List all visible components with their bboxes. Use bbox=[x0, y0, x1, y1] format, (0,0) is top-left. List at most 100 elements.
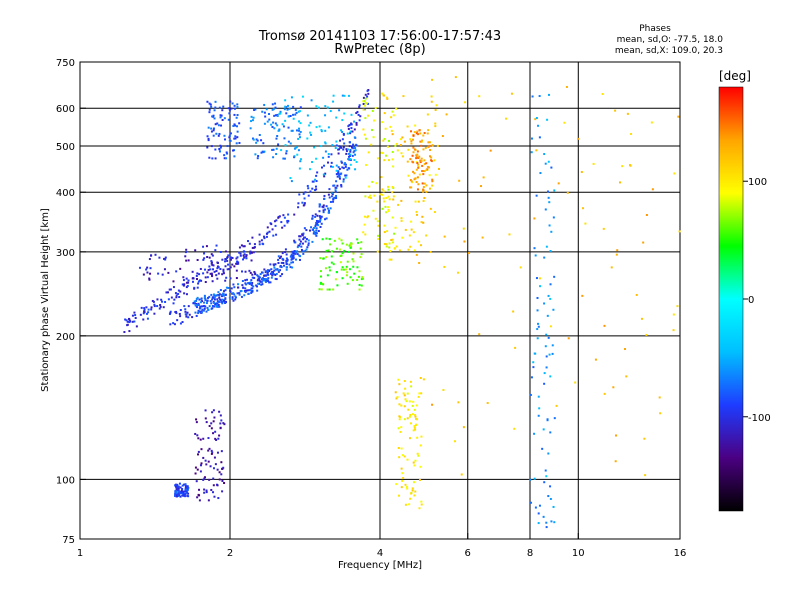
data-point bbox=[318, 220, 321, 223]
data-point bbox=[259, 280, 262, 283]
data-point bbox=[315, 174, 318, 177]
data-point bbox=[415, 423, 418, 426]
data-point bbox=[281, 273, 284, 276]
data-point bbox=[216, 122, 219, 125]
data-point bbox=[324, 150, 327, 153]
data-point bbox=[178, 492, 181, 495]
data-point bbox=[253, 246, 256, 249]
data-point bbox=[341, 130, 344, 133]
data-point bbox=[672, 329, 675, 332]
data-point bbox=[415, 156, 418, 159]
data-point bbox=[442, 388, 445, 391]
data-point bbox=[181, 487, 184, 490]
data-point bbox=[581, 294, 584, 297]
data-point bbox=[408, 400, 411, 403]
data-point bbox=[345, 274, 348, 277]
data-point bbox=[219, 114, 222, 117]
data-point bbox=[252, 251, 255, 254]
data-point bbox=[315, 234, 318, 237]
data-point bbox=[208, 265, 211, 268]
data-point bbox=[341, 119, 344, 122]
data-point bbox=[319, 275, 322, 278]
data-point bbox=[325, 217, 328, 220]
data-point bbox=[346, 260, 349, 263]
data-point bbox=[203, 477, 206, 480]
data-point bbox=[191, 270, 194, 273]
data-point bbox=[296, 153, 299, 156]
data-point bbox=[547, 452, 550, 455]
x-tick-label: 8 bbox=[527, 548, 533, 559]
data-point bbox=[210, 272, 213, 275]
data-point bbox=[621, 165, 624, 168]
data-point bbox=[348, 145, 351, 148]
data-point bbox=[343, 94, 346, 97]
data-point bbox=[146, 266, 149, 269]
data-point bbox=[233, 123, 236, 126]
data-point bbox=[203, 296, 206, 299]
data-point bbox=[549, 325, 552, 328]
data-point bbox=[366, 102, 369, 105]
data-point bbox=[342, 180, 345, 183]
data-point bbox=[133, 311, 136, 314]
data-point bbox=[206, 100, 209, 103]
data-point bbox=[225, 151, 228, 154]
data-point bbox=[250, 284, 253, 287]
data-point bbox=[339, 261, 342, 264]
data-point bbox=[290, 129, 293, 132]
data-point bbox=[296, 250, 299, 253]
colorbar-label: [deg] bbox=[719, 69, 751, 83]
data-point bbox=[238, 292, 241, 295]
data-point bbox=[325, 237, 328, 240]
data-point bbox=[335, 247, 338, 250]
data-point bbox=[339, 139, 342, 142]
data-point bbox=[211, 411, 214, 414]
data-point bbox=[183, 283, 186, 286]
data-point bbox=[409, 497, 412, 500]
data-point bbox=[277, 129, 280, 132]
data-point bbox=[548, 201, 551, 204]
data-point bbox=[185, 248, 188, 251]
data-point bbox=[214, 303, 217, 306]
data-point bbox=[233, 286, 236, 289]
data-point bbox=[203, 301, 206, 304]
data-point bbox=[331, 250, 334, 253]
data-point bbox=[322, 283, 325, 286]
data-point bbox=[302, 192, 305, 195]
data-point bbox=[214, 123, 217, 126]
data-point bbox=[194, 472, 197, 475]
data-point bbox=[403, 418, 406, 421]
data-point bbox=[348, 124, 351, 127]
data-point bbox=[391, 150, 394, 153]
data-point bbox=[366, 89, 369, 92]
data-point bbox=[211, 275, 214, 278]
data-point bbox=[407, 408, 410, 411]
data-point bbox=[237, 262, 240, 265]
data-point bbox=[216, 277, 219, 280]
data-point bbox=[536, 328, 539, 331]
data-point bbox=[274, 273, 277, 276]
data-point bbox=[435, 104, 438, 107]
data-point bbox=[277, 258, 280, 261]
data-point bbox=[287, 126, 290, 129]
data-point bbox=[249, 271, 252, 274]
data-point bbox=[324, 141, 327, 144]
data-point bbox=[346, 271, 349, 274]
data-point bbox=[547, 190, 550, 193]
data-point bbox=[285, 150, 288, 153]
data-point bbox=[217, 124, 220, 127]
data-point bbox=[221, 258, 224, 261]
data-point bbox=[211, 451, 214, 454]
data-point bbox=[381, 92, 384, 95]
data-point bbox=[346, 148, 349, 151]
data-point bbox=[273, 266, 276, 269]
data-point bbox=[172, 286, 175, 289]
data-point bbox=[239, 252, 242, 255]
data-point bbox=[543, 153, 546, 156]
data-point bbox=[340, 129, 343, 132]
data-point bbox=[169, 288, 172, 291]
data-point bbox=[349, 148, 352, 151]
data-point bbox=[369, 196, 372, 199]
data-point bbox=[194, 311, 197, 314]
data-point bbox=[235, 125, 238, 128]
data-point bbox=[340, 185, 343, 188]
